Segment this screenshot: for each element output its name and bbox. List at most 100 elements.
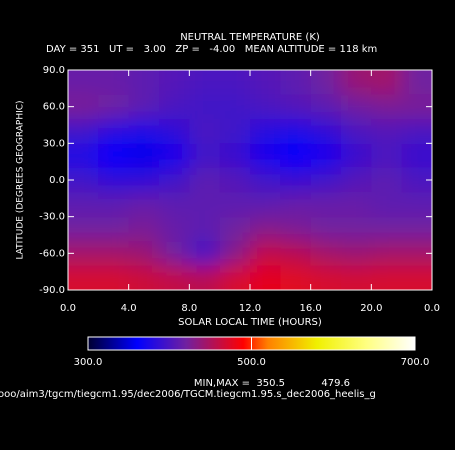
heat-cell <box>128 118 160 144</box>
heat-cell <box>159 192 190 218</box>
heat-cell <box>250 265 281 290</box>
heat-cell <box>219 118 251 144</box>
heat-cell <box>310 241 342 267</box>
heat-cell <box>189 94 221 120</box>
y-tick-label: -30.0 <box>39 212 65 223</box>
x-tick-label: 12.0 <box>239 303 261 314</box>
heat-cell <box>280 265 312 290</box>
heat-cell <box>371 167 403 193</box>
heat-cell <box>341 143 372 169</box>
heat-cell <box>250 167 281 193</box>
max-value: 479.6 <box>321 378 350 389</box>
heat-cell <box>341 118 372 144</box>
heat-cell <box>189 192 221 218</box>
heat-cell <box>371 265 403 290</box>
heat-cell <box>128 192 160 218</box>
heat-cell <box>371 241 403 267</box>
heat-cell <box>68 265 99 290</box>
x-tick-label: 0.0 <box>424 303 440 314</box>
heat-cell <box>401 192 432 218</box>
heat-cell <box>98 216 130 242</box>
heat-cell <box>128 241 160 267</box>
y-axis-label: LATITUDE (DEGREES GEOGRAPHIC) <box>16 100 26 259</box>
heat-cell <box>159 167 190 193</box>
x-tick-label: 8.0 <box>181 303 197 314</box>
heat-cell <box>189 241 221 267</box>
heat-cell <box>310 70 342 95</box>
heat-cell <box>98 241 130 267</box>
heat-cell <box>341 241 372 267</box>
heat-cell <box>189 118 221 144</box>
heat-cell <box>128 143 160 169</box>
heat-cell <box>250 241 281 267</box>
heat-cell <box>189 167 221 193</box>
heat-cell <box>401 118 432 144</box>
heat-cell <box>219 143 251 169</box>
heat-cell <box>371 118 403 144</box>
heat-cell <box>250 118 281 144</box>
heat-cell <box>280 143 312 169</box>
heat-cell <box>280 118 312 144</box>
heat-cell <box>128 265 160 290</box>
heat-cell <box>189 265 221 290</box>
heat-cell <box>189 216 221 242</box>
heat-cell <box>310 167 342 193</box>
heat-cell <box>310 118 342 144</box>
heat-cell <box>68 70 99 95</box>
y-tick-label: 30.0 <box>43 138 65 149</box>
colorbar-tick-label: 300.0 <box>74 357 103 368</box>
heat-cell <box>159 143 190 169</box>
heat-cell <box>68 143 99 169</box>
heat-cell <box>341 94 372 120</box>
heat-cell <box>128 167 160 193</box>
min-value: 350.5 <box>256 378 285 389</box>
heat-cell <box>341 192 372 218</box>
heat-cell <box>250 143 281 169</box>
y-tick-label: 90.0 <box>43 65 65 76</box>
heat-cell <box>98 265 130 290</box>
heat-cell <box>219 241 251 267</box>
colorbar-tick-label: 700.0 <box>401 357 430 368</box>
heat-cell <box>371 216 403 242</box>
x-tick-label: 16.0 <box>300 303 322 314</box>
heat-cell <box>219 70 251 95</box>
heat-cell <box>280 216 312 242</box>
heat-cell <box>219 216 251 242</box>
minmax-label: MIN,MAX = <box>194 378 250 389</box>
heat-cell <box>159 70 190 95</box>
heat-cell <box>371 94 403 120</box>
heat-cell <box>250 94 281 120</box>
heat-cell <box>310 192 342 218</box>
chart-title: NEUTRAL TEMPERATURE (K) <box>180 32 320 43</box>
heat-cell <box>219 167 251 193</box>
heat-cell <box>371 143 403 169</box>
heat-cell <box>159 94 190 120</box>
heat-cell <box>159 118 190 144</box>
heat-cell <box>128 94 160 120</box>
file-path: ooo/aim3/tgcm/tiegcm1.95/dec2006/TGCM.ti… <box>0 389 376 400</box>
heat-cell <box>280 241 312 267</box>
y-tick-label: -90.0 <box>39 285 65 296</box>
heat-cell <box>310 216 342 242</box>
heat-cell <box>219 265 251 290</box>
heat-cell <box>189 70 221 95</box>
heat-cell <box>341 216 372 242</box>
heat-cell <box>219 94 251 120</box>
heat-cell <box>280 192 312 218</box>
heat-cell <box>280 94 312 120</box>
heat-cell <box>371 70 403 95</box>
heat-cell <box>68 192 99 218</box>
heat-cell <box>280 167 312 193</box>
heat-cell <box>280 70 312 95</box>
x-tick-label: 4.0 <box>121 303 137 314</box>
heat-cell <box>68 118 99 144</box>
heat-cell <box>341 167 372 193</box>
heat-cell <box>401 265 432 290</box>
heat-cell <box>98 167 130 193</box>
chart-subtitle: DAY = 351 UT = 3.00 ZP = -4.00 MEAN ALTI… <box>46 44 377 55</box>
heat-cell <box>98 70 130 95</box>
colorbar-tick-label: 500.0 <box>237 357 266 368</box>
heat-cell <box>219 192 251 218</box>
heat-cell <box>310 265 342 290</box>
